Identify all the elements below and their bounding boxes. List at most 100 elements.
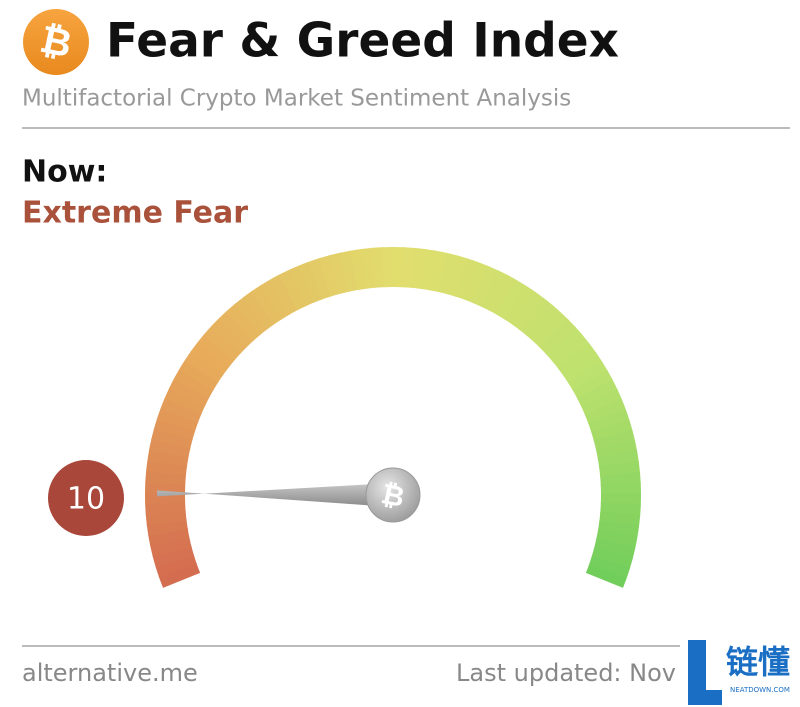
arc-segment (596, 529, 638, 549)
arc-segment (146, 459, 188, 476)
arc-segment (151, 427, 193, 449)
arc-segment (401, 247, 417, 288)
arc-segment (584, 398, 627, 425)
arc-segment (599, 511, 641, 528)
arc-segment (585, 564, 627, 588)
last-updated: Last updated: Nov (456, 659, 676, 687)
arc-segment (210, 317, 248, 354)
arc-segment (496, 279, 528, 321)
arc-segment (242, 290, 276, 330)
arc-segment (557, 343, 597, 377)
arc-segment (532, 311, 569, 349)
arc-segment (360, 247, 377, 289)
arc-segment (419, 249, 438, 291)
arc-segment (595, 439, 638, 460)
arc-segment (226, 303, 261, 342)
arc-segment (591, 547, 634, 570)
arc-segment (318, 254, 341, 297)
arc-segment (576, 379, 618, 408)
arc-segment (526, 304, 562, 343)
arc-segment (463, 261, 489, 304)
arc-segment (488, 274, 518, 316)
arc-segment (329, 252, 350, 295)
arc-segment (178, 359, 219, 391)
source: alternative.me (22, 659, 198, 687)
value-badge (48, 460, 124, 536)
arc-segment (190, 341, 230, 376)
arc-segment (278, 269, 307, 311)
arc-segment (168, 377, 210, 407)
watermark-logo (688, 640, 722, 705)
arc-segment (581, 389, 623, 416)
arc-segment (298, 261, 324, 303)
arc-segment (428, 250, 449, 293)
arc-segment (339, 250, 359, 292)
arc-segment (184, 350, 224, 383)
arc-segment (511, 291, 545, 331)
arc-segment (446, 255, 469, 297)
arc-segment (164, 387, 206, 415)
arc-segment (145, 501, 186, 515)
watermark-text: 链懂 (726, 643, 790, 681)
arc-segment (203, 325, 242, 361)
classification: Extreme Fear (22, 196, 248, 231)
arc-segment (539, 319, 577, 355)
arc-segment (218, 310, 255, 348)
arc-segment (588, 555, 631, 580)
arc-segment (597, 450, 639, 468)
arc-segment (251, 284, 283, 325)
arc-segment (410, 247, 427, 289)
arc-segment (152, 545, 195, 568)
arc-segment (437, 252, 459, 295)
arc-segment (599, 461, 641, 477)
arc-segment (158, 563, 201, 588)
now-label: Now: (22, 155, 107, 190)
needle (157, 483, 394, 507)
arc-segment (551, 334, 591, 369)
arc-segment (308, 257, 333, 300)
title: Fear & Greed Index (106, 14, 619, 69)
arc-segment (519, 297, 554, 337)
arc-segment (593, 538, 636, 559)
arc-segment (350, 248, 368, 291)
arc-segment (572, 370, 614, 400)
arc-segment (260, 279, 291, 320)
arc-segment (155, 554, 197, 578)
arc-segment (173, 368, 215, 399)
arc-segment (234, 296, 269, 336)
watermark-site: NEATDOWN.COM (730, 686, 790, 694)
arc-segment (371, 247, 386, 288)
arc-segment (597, 520, 640, 538)
arc-segment (145, 470, 187, 485)
gauge-arc (145, 246, 641, 588)
arc-segment (288, 265, 316, 307)
arc-segment (153, 417, 196, 441)
subtitle: Multifactorial Crypto Market Sentiment A… (22, 86, 571, 112)
arc-segment (145, 510, 187, 526)
arc-segment (600, 471, 641, 486)
arc-segment (590, 419, 633, 442)
arc-segment (149, 438, 191, 458)
arc-segment (455, 258, 479, 300)
arc-segment (196, 333, 236, 368)
needle-hub (365, 467, 421, 523)
arc-segment (567, 360, 609, 392)
arc-segment (480, 270, 509, 311)
arc-segment (147, 448, 189, 467)
arc-segment (160, 397, 202, 423)
arc-segment (269, 274, 299, 315)
arc-segment (562, 351, 603, 384)
arc-segment (156, 407, 199, 432)
arc-segment (588, 408, 630, 433)
arc-segment (150, 536, 192, 558)
value-label: 10 (67, 482, 105, 517)
arc-segment (545, 326, 584, 362)
arc-segment (600, 502, 641, 517)
arc-segment (593, 429, 636, 451)
arc-segment (504, 285, 537, 326)
arc-segment (146, 519, 188, 537)
arc-segment (148, 528, 190, 547)
arc-segment (472, 265, 499, 307)
